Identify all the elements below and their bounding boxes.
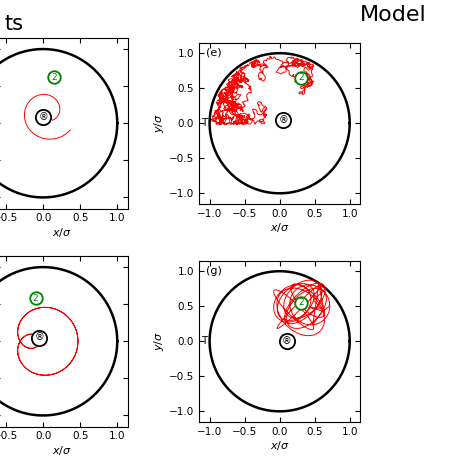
Text: ts: ts [5,14,24,34]
Text: 2: 2 [298,298,303,307]
Text: 2: 2 [298,73,303,82]
Text: ®: ® [35,333,44,343]
Text: T: T [201,118,207,128]
Text: ®: ® [38,112,48,122]
Text: T: T [201,336,207,346]
Text: 2: 2 [51,73,57,82]
X-axis label: $x/\sigma$: $x/\sigma$ [52,226,72,239]
X-axis label: $x/\sigma$: $x/\sigma$ [270,439,290,453]
Text: (e): (e) [206,47,221,57]
X-axis label: $x/\sigma$: $x/\sigma$ [270,221,290,235]
Y-axis label: $y/\sigma$: $y/\sigma$ [152,113,166,133]
Y-axis label: $y/\sigma$: $y/\sigma$ [152,331,166,351]
Text: Model: Model [360,5,427,25]
Text: (g): (g) [206,265,221,275]
Text: 2: 2 [33,294,38,303]
X-axis label: $x/\sigma$: $x/\sigma$ [52,444,72,457]
Text: ®: ® [282,336,292,346]
Text: ®: ® [278,115,288,125]
